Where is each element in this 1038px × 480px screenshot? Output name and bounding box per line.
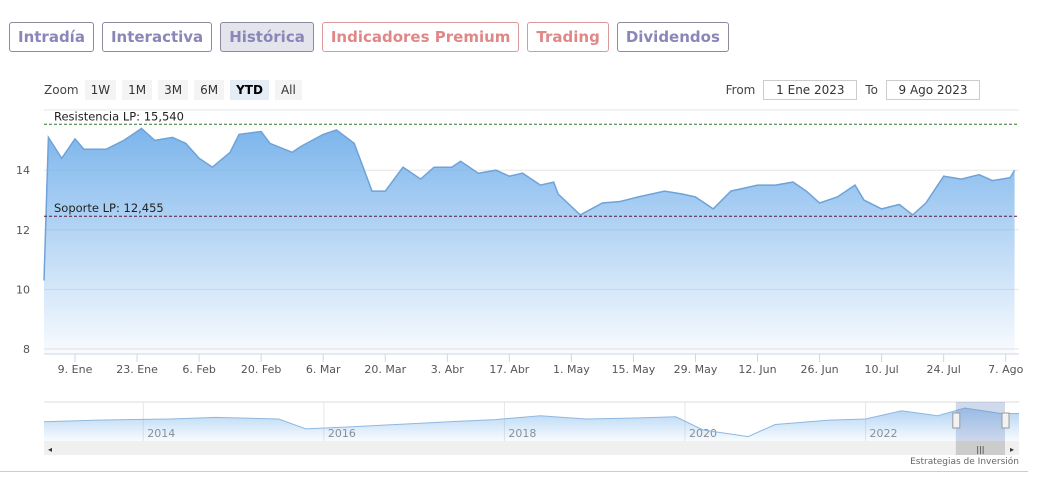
zoom-selector: Zoom 1W 1M 3M 6M YTD All: [44, 80, 302, 100]
tab-indicadores-premium[interactable]: Indicadores Premium: [321, 22, 520, 52]
zoom-1w-button[interactable]: 1W: [84, 80, 117, 100]
tab-interactiva[interactable]: Interactiva: [101, 22, 213, 52]
price-chart: 8 10 12 14 9. Ene 23. Ene 6. Feb 20. Feb 6. Mar 2…: [16, 109, 1024, 455]
tab-historica[interactable]: Histórica: [220, 22, 314, 52]
y-tick-label: 10: [16, 283, 30, 296]
scrollbar-grip-icon: |||: [976, 445, 984, 454]
to-label: To: [865, 83, 878, 97]
scrollbar-thumb: [955, 441, 1005, 455]
y-tick-label: 8: [23, 343, 30, 356]
navigator-area: [44, 408, 1019, 441]
navigator-handle-left: [952, 412, 961, 429]
x-tick-label: 9. Ene: [58, 363, 93, 376]
zoom-3m-button[interactable]: 3M: [158, 80, 189, 100]
navigator[interactable]: 20142016201820202022|||◂▸: [43, 401, 1019, 455]
x-tick-label: 7. Ago: [988, 363, 1023, 376]
x-tick-label: 23. Ene: [116, 363, 158, 376]
date-range: From 1 Ene 2023 To 9 Ago 2023: [726, 80, 980, 100]
tab-intradia[interactable]: Intradía: [9, 22, 94, 52]
from-label: From: [725, 83, 756, 97]
x-tick-label: 6. Feb: [182, 363, 215, 376]
zoom-6m-button[interactable]: 6M: [194, 80, 225, 100]
divider: [0, 471, 1028, 472]
x-tick-label: 1. May: [553, 363, 590, 376]
y-tick-label: 14: [16, 164, 30, 177]
navigator-selection: [955, 402, 1005, 441]
x-tick-label: 20. Mar: [364, 363, 406, 376]
scroll-left-arrow-icon: ◂: [48, 445, 52, 454]
zoom-1m-button[interactable]: 1M: [122, 80, 153, 100]
navigator-handle-right: [1001, 412, 1010, 429]
view-tabs: Intradía Interactiva Histórica Indicador…: [9, 22, 729, 52]
resistance-label: Resistencia LP: 15,540: [54, 109, 184, 123]
x-tick-label: 12. Jun: [738, 363, 776, 376]
x-tick-label: 17. Abr: [489, 363, 529, 376]
from-date-input[interactable]: 1 Ene 2023: [763, 80, 858, 100]
zoom-all-button[interactable]: All: [274, 80, 302, 100]
support-label: Soporte LP: 12,455: [54, 201, 164, 215]
navigator-line: [43, 407, 1019, 438]
x-tick-label: 20. Feb: [241, 363, 281, 376]
tab-dividendos[interactable]: Dividendos: [616, 22, 729, 52]
credit-text: Estrategias de Inversión: [910, 457, 1019, 467]
x-tick-label: 26. Jun: [800, 363, 838, 376]
zoom-label: Zoom: [44, 83, 79, 97]
x-tick-label: 24. Jul: [927, 363, 961, 376]
scroll-right-arrow-icon: ▸: [1010, 445, 1014, 454]
x-tick-label: 29. May: [674, 363, 718, 376]
x-tick-label: 6. Mar: [306, 363, 341, 376]
x-tick-label: 10. Jul: [864, 363, 898, 376]
x-tick-label: 3. Abr: [431, 363, 464, 376]
tab-trading[interactable]: Trading: [527, 22, 609, 52]
zoom-ytd-button[interactable]: YTD: [230, 80, 269, 100]
price-area: [44, 128, 1015, 354]
to-date-input[interactable]: 9 Ago 2023: [886, 80, 980, 100]
y-tick-label: 12: [16, 224, 30, 237]
x-tick-label: 15. May: [612, 363, 656, 376]
price-line: [43, 127, 1016, 281]
scrollbar-track: [44, 441, 1019, 455]
